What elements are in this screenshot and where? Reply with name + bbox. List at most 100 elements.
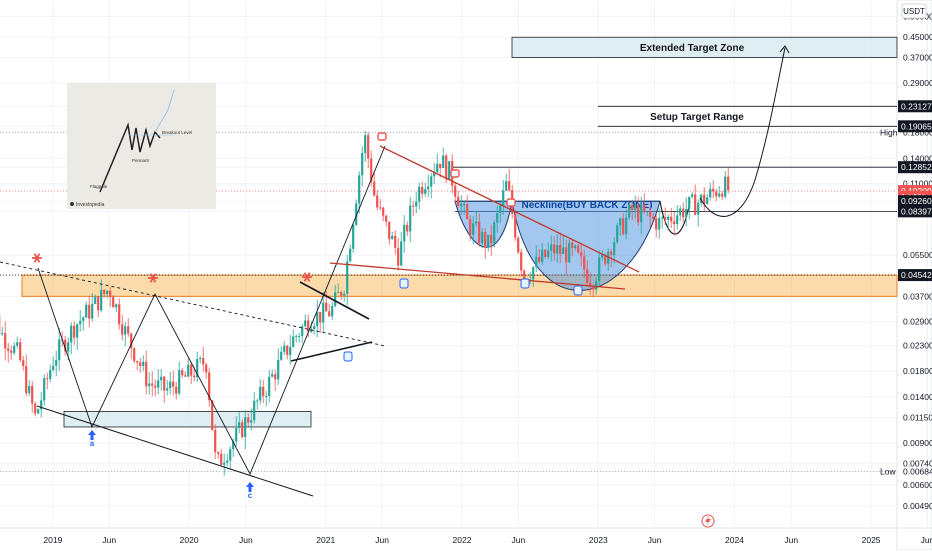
candle-body [388,222,390,240]
price-tick-label: 0.03700 [903,291,932,301]
candle-body [427,187,429,190]
candle-body [619,218,621,225]
candle-body [694,194,696,214]
candle-body [670,217,672,222]
candle-body [187,365,189,377]
candle-body [373,182,375,196]
candle-body [298,336,300,337]
candle-body [487,235,489,248]
candle-body [358,175,360,203]
candle-body [703,195,705,204]
candle-body [568,243,570,263]
candle-body [709,189,711,198]
candle-body [235,428,237,441]
candle-body [706,197,708,203]
candle-body [274,374,276,379]
candle-body [190,365,192,376]
candle-body [472,223,474,234]
accumulation-box [64,411,311,427]
candle-body [463,204,465,205]
candle-body [661,217,663,218]
candle-body [214,430,216,452]
candle-body [325,303,327,312]
candle-body [16,342,18,345]
candle-body [547,251,549,257]
candle-body [70,326,72,343]
candle-body [316,312,318,326]
candle-body [106,291,108,294]
time-tick-label: Jun [511,535,525,545]
candle-body [97,297,99,311]
candle-body [154,386,156,388]
candle-body [226,461,228,463]
candle-body [577,246,579,253]
candle-body [574,246,576,248]
candle-body [37,409,39,413]
candle-body [676,215,678,224]
candle-body [550,244,552,250]
currency-badge[interactable]: USDT [902,4,926,18]
candle-body [361,153,363,175]
candle-body [454,186,456,197]
candle-body [565,248,567,263]
price-tag-label: 0.04542 [901,270,932,280]
candle-body [109,291,111,297]
candle-body [118,304,120,324]
candle-body [163,377,165,391]
candle-body [544,250,546,257]
candle-body [697,203,699,215]
candle-body [616,226,618,243]
candle-body [685,209,687,217]
candle-body [175,387,177,394]
lightning-icon[interactable] [702,515,714,527]
candle-body [628,205,630,218]
candle-body [103,290,105,294]
candle-body [394,236,396,248]
candle-body [76,324,78,337]
candle-body [169,382,171,388]
candle-body [217,452,219,454]
candle-body [643,205,645,212]
candle-body [448,161,450,179]
candle-body [712,189,714,192]
candle-body [304,320,306,326]
candle-body [82,318,84,321]
candle-body [580,253,582,257]
red-label-marker [378,133,386,140]
candle-body [715,192,717,197]
red-label-marker [451,170,459,177]
candle-body [409,206,411,232]
inset-image: Breakout Level Pennant Flagpole Investop… [67,83,216,209]
candle-body [445,156,447,180]
hand-pointer-icon [521,279,529,288]
candle-body [514,214,516,238]
time-tick-label: Jun [375,535,389,545]
candle-body [55,360,57,366]
candle-body [112,297,114,307]
candle-body [25,366,27,393]
price-tag-label: 0.23127 [901,101,932,111]
candle-body [28,386,30,393]
candle-body [1,333,3,334]
candle-body [391,236,393,239]
hand-pointer-icon [574,286,582,295]
candle-body [502,190,504,205]
candle-body [151,383,153,385]
price-tick-label: 0.00600 [903,480,932,490]
candle-body [478,222,480,243]
price-tick-label: 0.29000 [903,78,932,88]
candle-body [160,377,162,380]
candle-body [679,209,681,216]
price-tick-label: 0.00684 [903,466,932,476]
candle-body [292,336,294,347]
candle-body [4,333,6,348]
candle-body [412,206,414,207]
price-tag-label: 0.12852 [901,162,932,172]
inset-source: Investopedia [76,202,105,208]
candle-body [250,420,252,422]
candle-body [601,255,603,258]
candle-body [49,370,51,379]
time-tick-label: 2025 [862,535,881,545]
